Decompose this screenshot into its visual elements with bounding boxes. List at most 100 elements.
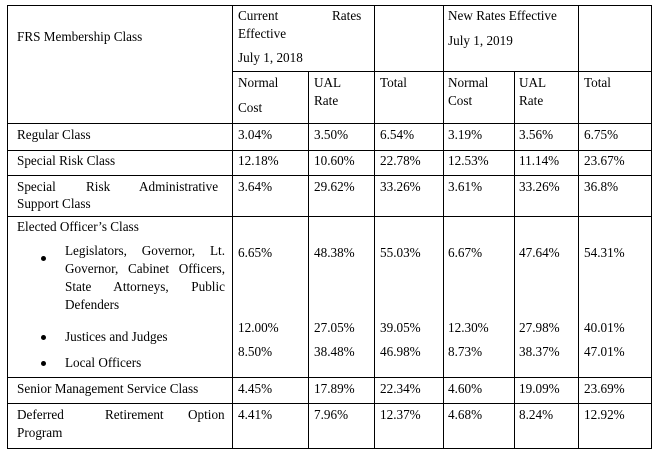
table-rule <box>7 377 652 378</box>
table-rule <box>7 150 652 151</box>
table-rule <box>7 216 652 217</box>
header-total: Total <box>380 75 407 90</box>
table-cell: 3.56% <box>519 127 554 142</box>
bullet-icon <box>41 335 46 340</box>
header-current-rates: Rates <box>332 8 362 23</box>
table-cell: 7.96% <box>314 407 349 422</box>
table-cell: 54.31% <box>584 245 625 260</box>
row-label-elected: Elected Officer’s Class <box>17 219 139 234</box>
table-cell: 12.53% <box>448 153 489 168</box>
header-normal-cost: Cost <box>448 93 473 108</box>
table-cell: 6.54% <box>380 127 415 142</box>
table-cell: 33.26% <box>519 179 560 194</box>
table-border-bottom <box>7 448 652 449</box>
table-cell: 3.61% <box>448 179 483 194</box>
header-current-rates: Current <box>238 8 279 23</box>
table-cell: 38.48% <box>314 344 355 359</box>
row-label-sras: Support Class <box>17 196 91 211</box>
table-rule <box>514 71 515 449</box>
bullet-icon <box>41 361 46 366</box>
table-border-top <box>7 5 652 6</box>
table-cell: 8.24% <box>519 407 554 422</box>
table-cell: 12.18% <box>238 153 279 168</box>
table-cell: 47.01% <box>584 344 625 359</box>
header-current-date: July 1, 2018 <box>238 50 303 65</box>
table-cell: 12.37% <box>380 407 421 422</box>
table-border-left <box>7 5 8 449</box>
header-new-rates: New Rates Effective <box>448 8 557 23</box>
table-cell: 47.64% <box>519 245 560 260</box>
table-cell: 10.60% <box>314 153 355 168</box>
table-cell: 23.67% <box>584 153 625 168</box>
table-cell: 38.37% <box>519 344 560 359</box>
row-label-special-risk: Special Risk Class <box>17 153 116 168</box>
row-label-justices: Justices and Judges <box>65 329 168 344</box>
row-label-drop: Retirement <box>105 407 164 422</box>
table-cell: 33.26% <box>380 179 421 194</box>
row-label-smsc: Senior Management Service Class <box>17 381 199 396</box>
table-cell: 22.34% <box>380 381 421 396</box>
table-cell: 6.67% <box>448 245 483 260</box>
header-normal-cost: Normal <box>448 75 489 90</box>
table-cell: 17.89% <box>314 381 355 396</box>
row-label-regular: Regular Class <box>17 127 91 142</box>
table-cell: 3.64% <box>238 179 273 194</box>
table-cell: 3.04% <box>238 127 273 142</box>
header-ual-rate: UAL <box>314 75 342 90</box>
row-label-drop: Deferred <box>17 407 64 422</box>
row-label-drop: Program <box>17 425 63 440</box>
header-normal-cost: Normal <box>238 75 279 90</box>
bullet-icon <box>41 256 46 261</box>
table-cell: 4.60% <box>448 381 483 396</box>
header-ual-rate: UAL <box>519 75 547 90</box>
table-cell: 23.69% <box>584 381 625 396</box>
table-cell: 8.50% <box>238 344 273 359</box>
row-label-drop: Option <box>188 407 225 422</box>
table-cell: 40.01% <box>584 320 625 335</box>
table-cell: 36.8% <box>584 179 619 194</box>
header-ual-rate: Rate <box>519 93 544 108</box>
table-rule <box>443 5 444 449</box>
row-label-local: Local Officers <box>65 355 142 370</box>
table-rule <box>374 5 375 449</box>
table-rule <box>308 71 309 449</box>
table-rule <box>7 403 652 404</box>
table-rule <box>578 5 579 449</box>
table-cell: 39.05% <box>380 320 421 335</box>
table-cell: 8.73% <box>448 344 483 359</box>
table-cell: 6.65% <box>238 245 273 260</box>
table-cell: 46.98% <box>380 344 421 359</box>
table-cell: 29.62% <box>314 179 355 194</box>
table-cell: 3.19% <box>448 127 483 142</box>
row-label-sras: Administrative <box>139 179 219 194</box>
table-cell: 22.78% <box>380 153 421 168</box>
row-label-sras: Special <box>17 179 56 194</box>
table-rule <box>232 5 233 449</box>
table-cell: 3.50% <box>314 127 349 142</box>
header-ual-rate: Rate <box>314 93 339 108</box>
table-cell: 27.98% <box>519 320 560 335</box>
table-cell: 6.75% <box>584 127 619 142</box>
row-label-legislators: Legislators, Governor, Lt. Governor, Cab… <box>65 243 225 312</box>
table-rule <box>232 71 652 72</box>
table-rule <box>7 175 652 176</box>
rates-table: FRS Membership Class Current Rates Effec… <box>7 5 652 449</box>
table-rule <box>7 123 652 124</box>
row-label-sras: Risk <box>86 179 111 194</box>
table-cell: 12.30% <box>448 320 489 335</box>
table-cell: 4.45% <box>238 381 273 396</box>
header-new-date: July 1, 2019 <box>448 33 513 48</box>
table-cell: 12.92% <box>584 407 625 422</box>
table-cell: 4.41% <box>238 407 273 422</box>
table-cell: 27.05% <box>314 320 355 335</box>
header-current-rates: Effective <box>238 26 287 41</box>
header-normal-cost: Cost <box>238 100 263 115</box>
table-cell: 12.00% <box>238 320 279 335</box>
table-cell: 11.14% <box>519 153 560 168</box>
header-class-label: FRS Membership Class <box>17 29 143 44</box>
header-total: Total <box>584 75 611 90</box>
table-cell: 19.09% <box>519 381 560 396</box>
table-cell: 48.38% <box>314 245 355 260</box>
table-cell: 55.03% <box>380 245 421 260</box>
table-cell: 4.68% <box>448 407 483 422</box>
